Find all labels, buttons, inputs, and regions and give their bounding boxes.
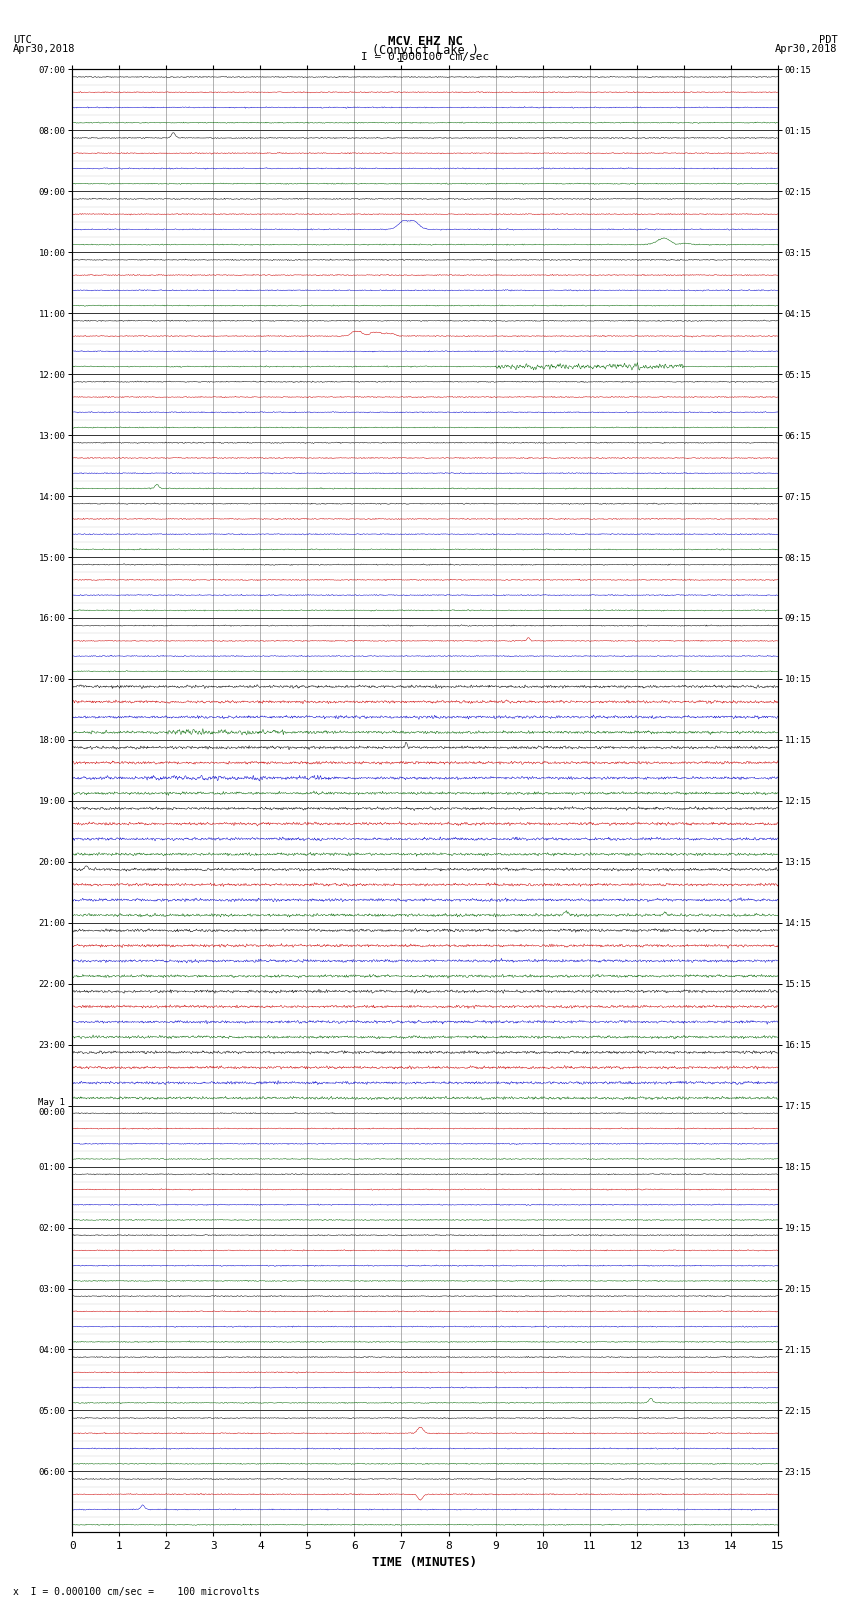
Text: Apr30,2018: Apr30,2018: [13, 44, 76, 53]
Text: Apr30,2018: Apr30,2018: [774, 44, 837, 53]
Text: I = 0.000100 cm/sec: I = 0.000100 cm/sec: [361, 52, 489, 63]
X-axis label: TIME (MINUTES): TIME (MINUTES): [372, 1555, 478, 1568]
Text: PDT: PDT: [819, 35, 837, 45]
Text: UTC: UTC: [13, 35, 31, 45]
Text: I: I: [396, 52, 404, 66]
Text: MCV EHZ NC: MCV EHZ NC: [388, 35, 462, 48]
Text: (Convict Lake ): (Convict Lake ): [371, 44, 479, 56]
Text: x  I = 0.000100 cm/sec =    100 microvolts: x I = 0.000100 cm/sec = 100 microvolts: [13, 1587, 259, 1597]
